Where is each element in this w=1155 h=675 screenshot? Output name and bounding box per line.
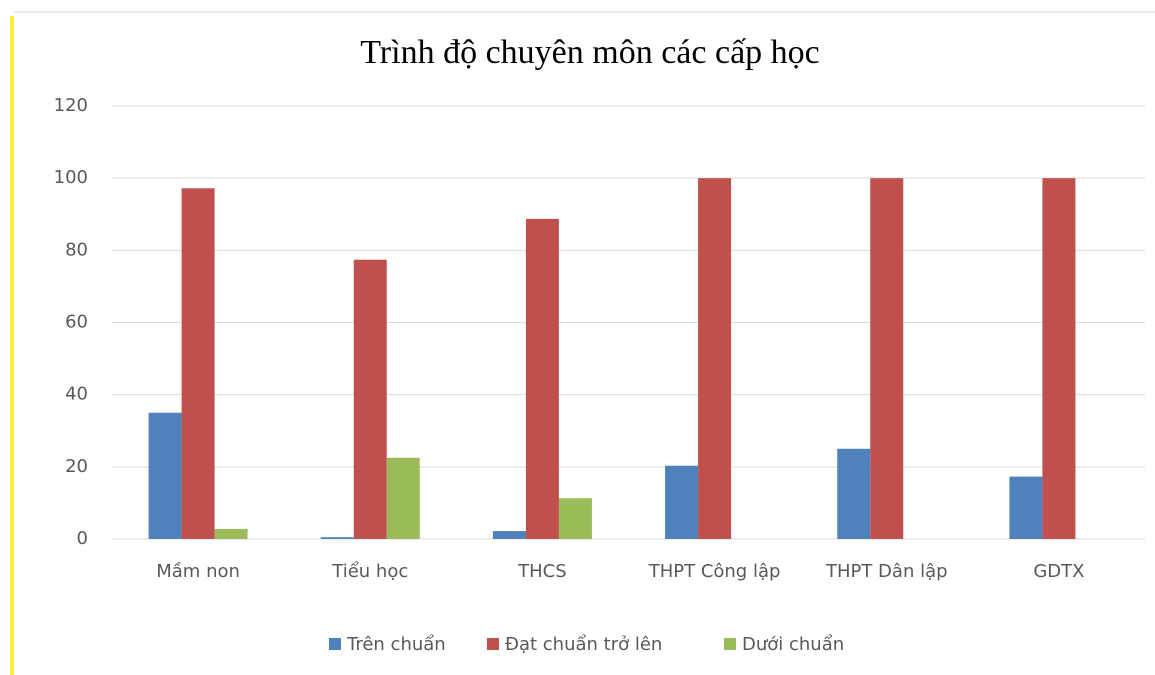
bar [148, 412, 182, 539]
bar [870, 178, 904, 539]
y-tick-label: 100 [54, 167, 88, 188]
bar [698, 178, 732, 539]
y-tick-label: 120 [54, 95, 88, 116]
bar [492, 531, 526, 539]
bar [1009, 476, 1043, 539]
bar [1042, 178, 1076, 539]
legend-label: Đạt chuẩn trở lên [505, 634, 662, 655]
bar [386, 457, 420, 539]
side-bar [10, 16, 14, 675]
bar [558, 498, 592, 539]
legend-swatch [724, 638, 736, 650]
x-tick-label: THPT Công lập [648, 561, 781, 582]
x-tick-label: Tiểu học [331, 561, 408, 582]
bar [181, 188, 215, 539]
bar [837, 448, 871, 539]
y-tick-label: 20 [65, 456, 88, 477]
y-tick-label: 80 [65, 239, 88, 260]
y-tick-label: 60 [65, 312, 88, 333]
bar [214, 528, 248, 539]
legend-swatch [329, 638, 341, 650]
y-tick-label: 40 [65, 384, 88, 405]
x-tick-label: THCS [517, 561, 567, 582]
legend-swatch [487, 638, 499, 650]
y-tick-label: 0 [77, 528, 88, 549]
bar [525, 218, 559, 539]
x-tick-label: THPT Dân lập [825, 561, 948, 582]
bar [353, 259, 387, 539]
x-tick-label: GDTX [1033, 561, 1084, 582]
chart-title: Trình độ chuyên môn các cấp học [360, 34, 820, 71]
x-tick-label: Mầm non [156, 561, 240, 582]
bar [320, 537, 354, 539]
legend-label: Trên chuẩn [346, 634, 446, 655]
legend-label: Dưới chuẩn [742, 634, 844, 655]
bar [665, 465, 699, 539]
